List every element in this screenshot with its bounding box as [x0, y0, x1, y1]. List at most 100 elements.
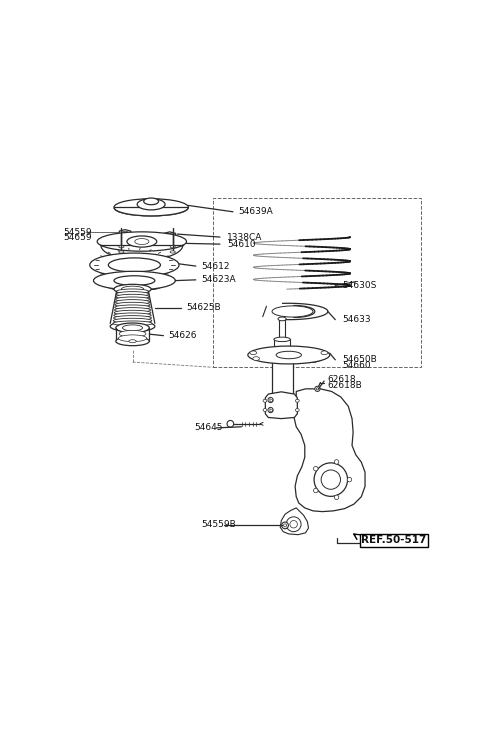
Ellipse shape [276, 351, 301, 358]
Ellipse shape [335, 495, 339, 499]
Polygon shape [265, 392, 297, 418]
Ellipse shape [127, 236, 156, 247]
Ellipse shape [118, 323, 147, 329]
Bar [274, 339, 290, 353]
Ellipse shape [115, 302, 150, 307]
Ellipse shape [167, 234, 173, 236]
Ellipse shape [321, 351, 328, 355]
Ellipse shape [122, 232, 128, 234]
Ellipse shape [268, 407, 273, 413]
Ellipse shape [113, 321, 152, 326]
Ellipse shape [119, 330, 146, 337]
Ellipse shape [114, 276, 155, 286]
Ellipse shape [272, 404, 292, 409]
Ellipse shape [135, 239, 149, 245]
Ellipse shape [290, 521, 297, 528]
Ellipse shape [94, 272, 175, 290]
Text: 54660: 54660 [343, 361, 372, 370]
Text: 54612: 54612 [202, 262, 230, 271]
Polygon shape [279, 397, 297, 413]
Ellipse shape [114, 284, 151, 294]
Ellipse shape [263, 409, 267, 412]
Ellipse shape [114, 315, 152, 321]
Ellipse shape [116, 297, 149, 302]
Ellipse shape [274, 337, 290, 341]
Polygon shape [294, 389, 365, 511]
Ellipse shape [272, 350, 292, 355]
Ellipse shape [110, 321, 155, 332]
Ellipse shape [278, 317, 286, 321]
Text: 62618B: 62618B [328, 381, 362, 390]
Bar [279, 319, 286, 339]
Ellipse shape [119, 251, 124, 253]
Ellipse shape [335, 460, 339, 464]
Ellipse shape [250, 351, 257, 355]
Ellipse shape [314, 463, 348, 496]
Text: 54559: 54559 [64, 228, 92, 237]
Text: 54633: 54633 [343, 315, 372, 324]
Ellipse shape [282, 522, 288, 529]
Ellipse shape [116, 323, 149, 332]
Ellipse shape [253, 357, 260, 361]
Text: b: b [269, 398, 273, 402]
Ellipse shape [347, 477, 352, 482]
Ellipse shape [227, 421, 234, 427]
Text: 54626: 54626 [168, 331, 196, 340]
Ellipse shape [114, 313, 151, 318]
Ellipse shape [116, 337, 149, 346]
Ellipse shape [129, 289, 140, 293]
Ellipse shape [284, 524, 287, 527]
Ellipse shape [115, 305, 150, 310]
Ellipse shape [121, 286, 144, 292]
Text: 54625B: 54625B [186, 303, 221, 312]
Ellipse shape [315, 387, 320, 392]
Ellipse shape [113, 318, 152, 323]
Text: b: b [269, 407, 273, 413]
Ellipse shape [114, 199, 188, 216]
Text: 54630S: 54630S [343, 281, 377, 290]
Ellipse shape [144, 198, 158, 205]
Text: 1338CA: 1338CA [228, 232, 263, 242]
Ellipse shape [296, 409, 299, 412]
Text: 54610: 54610 [228, 240, 256, 249]
Ellipse shape [117, 289, 148, 294]
Text: REF.50-517: REF.50-517 [361, 535, 427, 545]
Ellipse shape [119, 246, 124, 248]
Ellipse shape [129, 340, 136, 343]
Text: 54623A: 54623A [202, 275, 236, 284]
Ellipse shape [108, 258, 160, 272]
Ellipse shape [116, 295, 149, 299]
Ellipse shape [116, 292, 149, 297]
Text: 54639A: 54639A [239, 207, 273, 216]
Text: 54650B: 54650B [343, 355, 377, 364]
Bar [213, 198, 421, 367]
Polygon shape [164, 232, 176, 238]
Ellipse shape [170, 251, 175, 253]
Ellipse shape [97, 232, 186, 252]
Bar [272, 353, 292, 407]
Ellipse shape [114, 310, 151, 315]
Ellipse shape [263, 399, 267, 402]
Text: 54645: 54645 [194, 423, 222, 432]
Ellipse shape [137, 199, 165, 210]
Ellipse shape [313, 488, 318, 493]
Polygon shape [280, 508, 309, 535]
Ellipse shape [274, 351, 290, 355]
Ellipse shape [321, 470, 340, 489]
Ellipse shape [286, 517, 301, 532]
Ellipse shape [272, 306, 313, 317]
Ellipse shape [115, 300, 150, 304]
Text: 54659: 54659 [64, 233, 92, 242]
Ellipse shape [122, 325, 143, 331]
Ellipse shape [119, 335, 147, 341]
Text: 54559B: 54559B [202, 520, 236, 529]
Ellipse shape [296, 399, 299, 402]
Ellipse shape [90, 253, 179, 277]
Ellipse shape [313, 467, 318, 471]
Ellipse shape [170, 246, 175, 248]
Ellipse shape [115, 308, 151, 312]
Polygon shape [120, 229, 131, 235]
Ellipse shape [316, 388, 319, 390]
Ellipse shape [248, 346, 330, 364]
Text: 62618: 62618 [328, 375, 357, 384]
